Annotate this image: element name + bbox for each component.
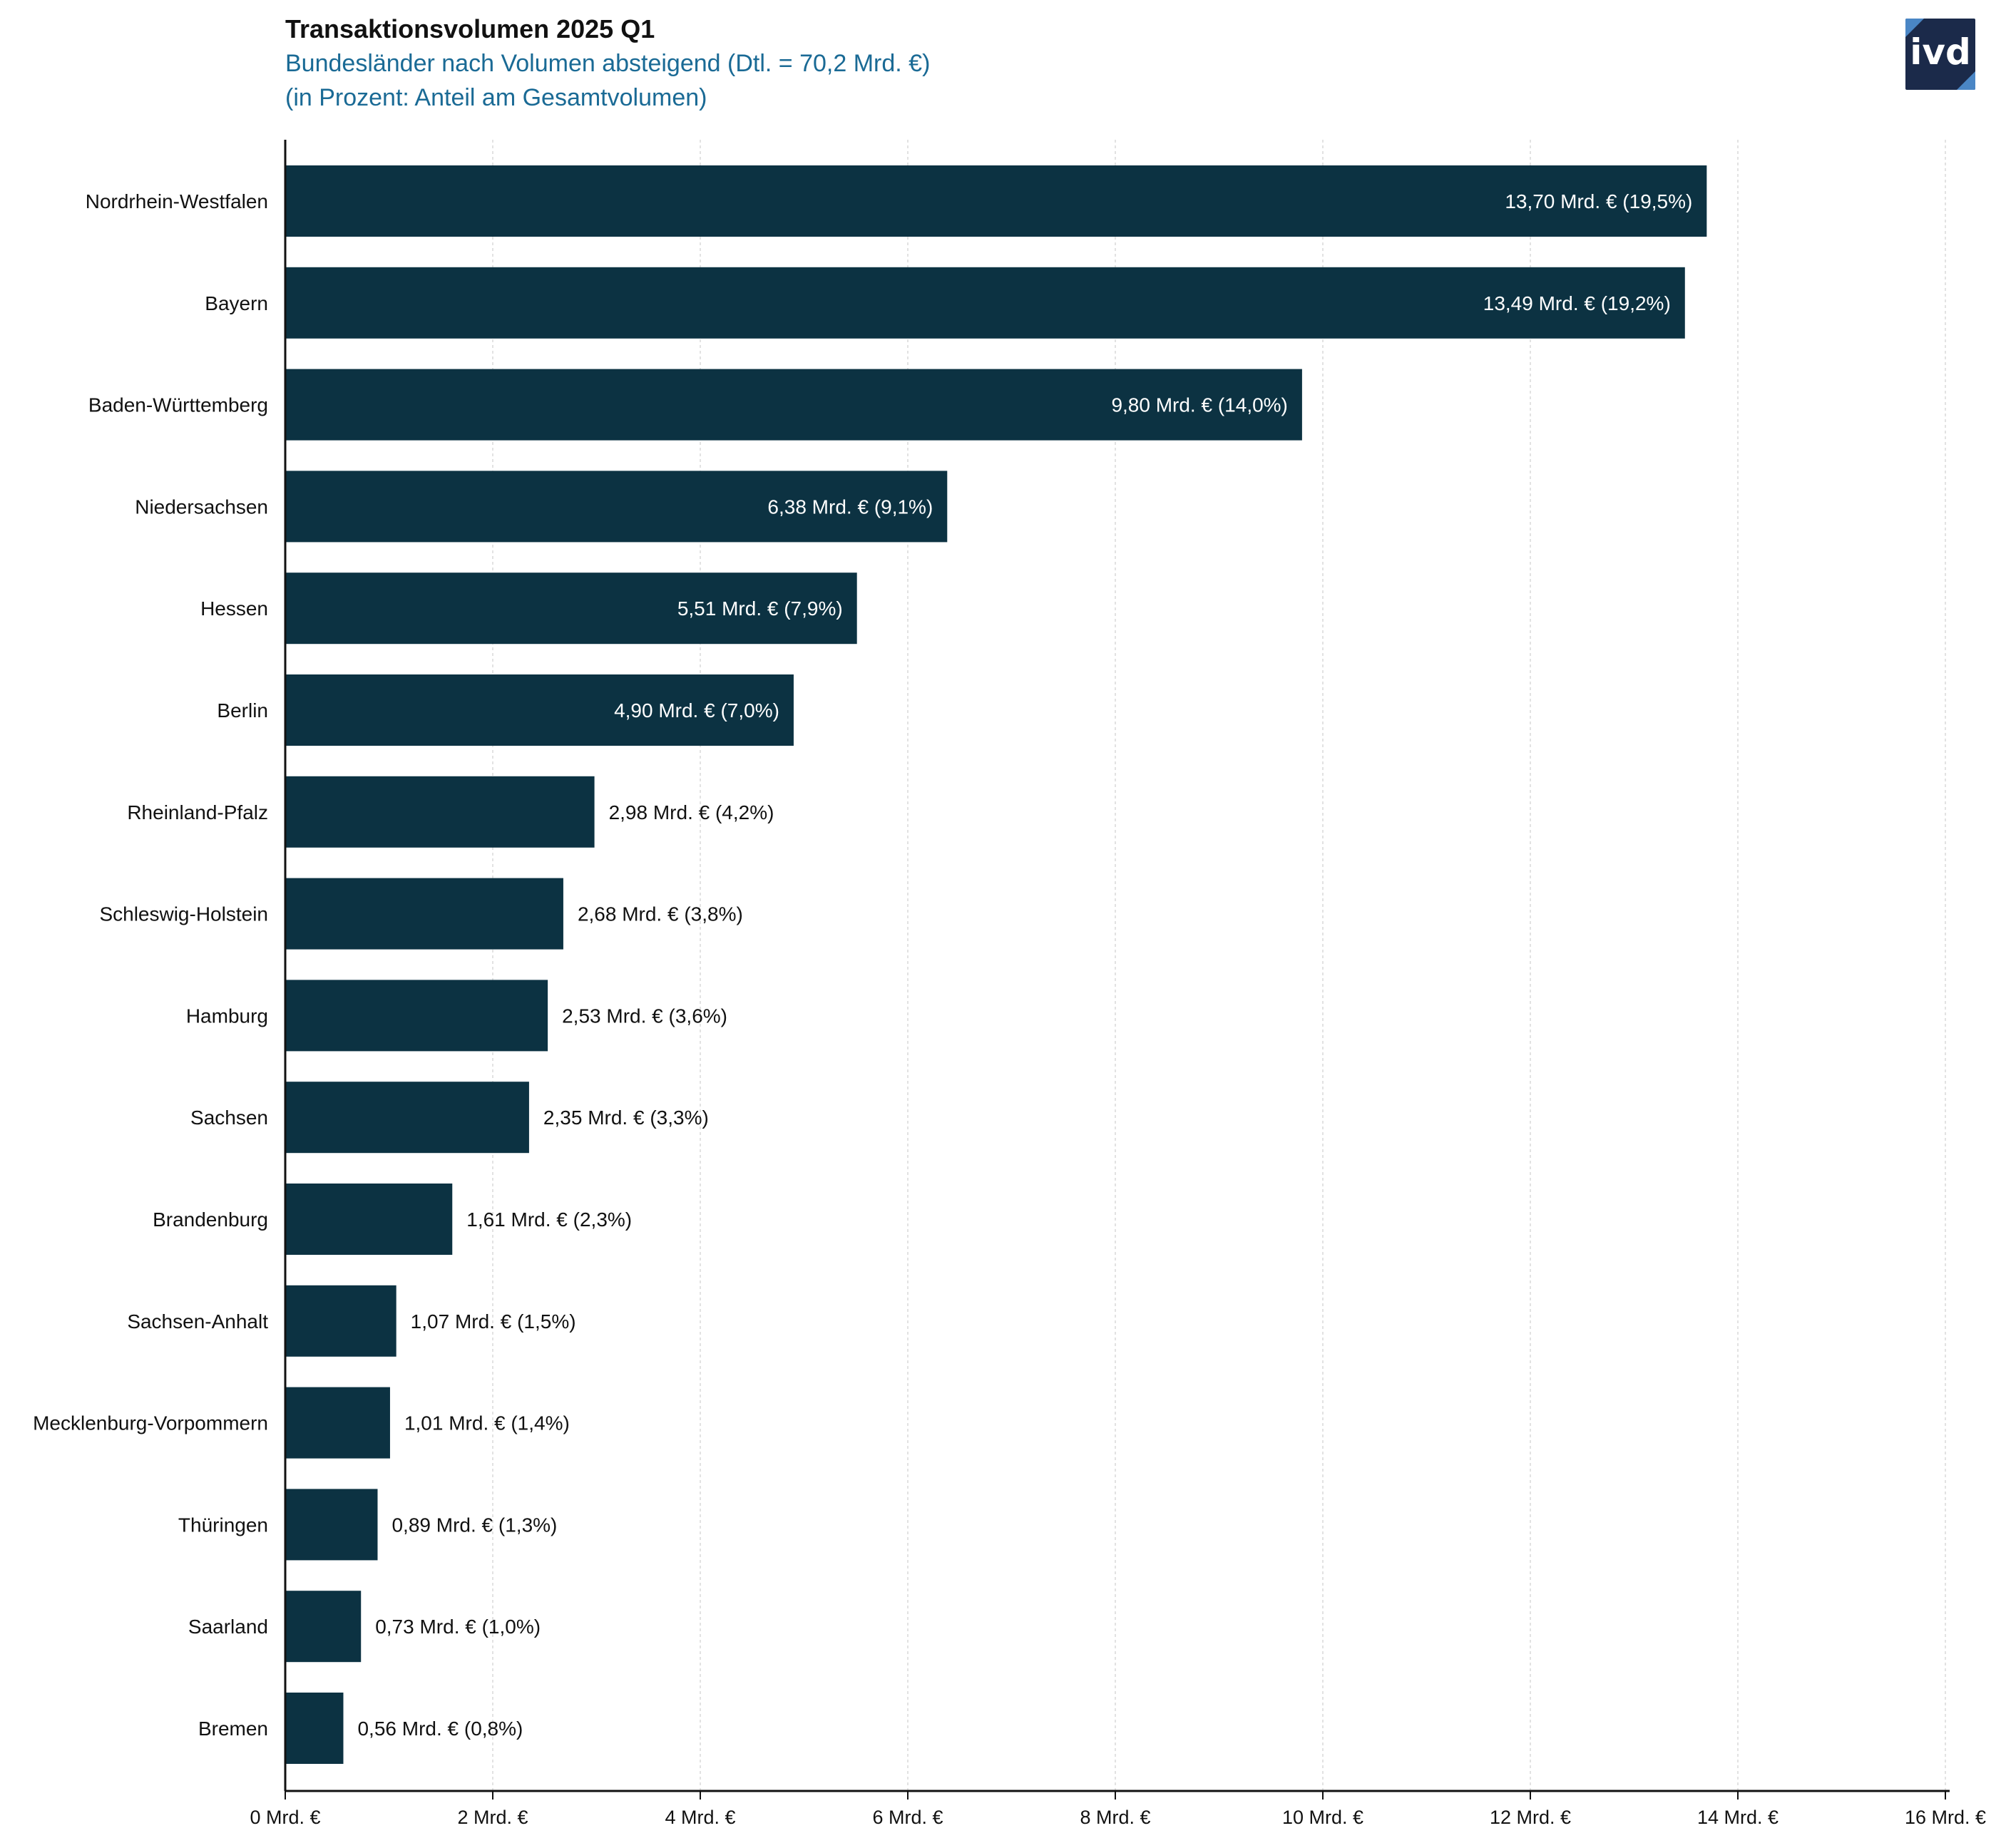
category-label: Niedersachsen: [135, 496, 268, 518]
data-label: 2,68 Mrd. € (3,8%): [578, 903, 743, 925]
bar: [285, 1387, 390, 1459]
bar: [285, 267, 1685, 339]
category-label: Schleswig-Holstein: [99, 903, 268, 925]
data-label: 0,73 Mrd. € (1,0%): [375, 1616, 541, 1638]
bar: [285, 369, 1302, 441]
data-label: 1,61 Mrd. € (2,3%): [466, 1208, 632, 1231]
data-label: 13,70 Mrd. € (19,5%): [1505, 190, 1692, 212]
bar: [285, 980, 548, 1052]
category-label: Nordrhein-Westfalen: [86, 190, 268, 212]
chart-subtitle: Bundesländer nach Volumen absteigend (Dt…: [285, 50, 931, 77]
bar: [285, 878, 563, 950]
category-label: Saarland: [188, 1616, 268, 1638]
x-tick-label: 4 Mrd. €: [665, 1807, 735, 1828]
data-label: 5,51 Mrd. € (7,9%): [677, 597, 843, 620]
category-label: Rheinland-Pfalz: [127, 801, 268, 823]
bar: [285, 1489, 378, 1561]
bar: [285, 471, 948, 543]
chart-subtitle-note: (in Prozent: Anteil am Gesamtvolumen): [285, 84, 707, 111]
data-label: 0,89 Mrd. € (1,3%): [391, 1514, 557, 1536]
data-label: 6,38 Mrd. € (9,1%): [767, 496, 933, 518]
category-label: Brandenburg: [153, 1208, 268, 1231]
category-label: Hamburg: [186, 1005, 268, 1027]
x-tick-label: 6 Mrd. €: [872, 1807, 943, 1828]
category-label: Thüringen: [178, 1514, 268, 1536]
x-tick-label: 8 Mrd. €: [1080, 1807, 1150, 1828]
x-tick-label: 2 Mrd. €: [457, 1807, 528, 1828]
logo-text: ivd: [1910, 31, 1971, 73]
data-label: 2,35 Mrd. € (3,3%): [543, 1107, 709, 1129]
data-label: 1,07 Mrd. € (1,5%): [411, 1310, 576, 1333]
x-tick-label: 16 Mrd. €: [1905, 1807, 1986, 1828]
logo-accent-top: [1905, 19, 1924, 37]
logo-accent-bottom: [1957, 71, 1975, 90]
bar: [285, 1285, 396, 1357]
data-label: 0,56 Mrd. € (0,8%): [357, 1718, 523, 1740]
data-label: 4,90 Mrd. € (7,0%): [614, 699, 779, 722]
x-tick-label: 12 Mrd. €: [1490, 1807, 1571, 1828]
bar: [285, 573, 857, 645]
category-label: Bayern: [205, 292, 268, 314]
bar: [285, 674, 794, 746]
chart-title: Transaktionsvolumen 2025 Q1: [285, 14, 655, 43]
category-label: Berlin: [217, 699, 268, 722]
bar: [285, 1591, 362, 1663]
bar: [285, 1082, 529, 1154]
x-tick-label: 10 Mrd. €: [1282, 1807, 1363, 1828]
bar: [285, 1693, 344, 1764]
x-tick-label: 0 Mrd. €: [250, 1807, 320, 1828]
category-label: Bremen: [198, 1718, 268, 1740]
category-label: Hessen: [200, 597, 268, 620]
category-label: Sachsen: [190, 1107, 268, 1129]
x-tick-label: 14 Mrd. €: [1697, 1807, 1779, 1828]
data-label: 13,49 Mrd. € (19,2%): [1483, 292, 1671, 314]
category-label: Baden-Württemberg: [88, 394, 268, 416]
data-label: 1,01 Mrd. € (1,4%): [404, 1412, 570, 1434]
bar: [285, 165, 1707, 237]
bar: [285, 1184, 453, 1255]
data-label: 2,53 Mrd. € (3,6%): [562, 1005, 727, 1027]
category-label: Mecklenburg-Vorpommern: [33, 1412, 268, 1434]
bar: [285, 776, 595, 848]
data-label: 9,80 Mrd. € (14,0%): [1111, 394, 1287, 416]
data-label: 2,98 Mrd. € (4,2%): [609, 801, 774, 823]
category-label: Sachsen-Anhalt: [127, 1310, 268, 1333]
ivd-logo: ivd: [1905, 19, 1975, 90]
